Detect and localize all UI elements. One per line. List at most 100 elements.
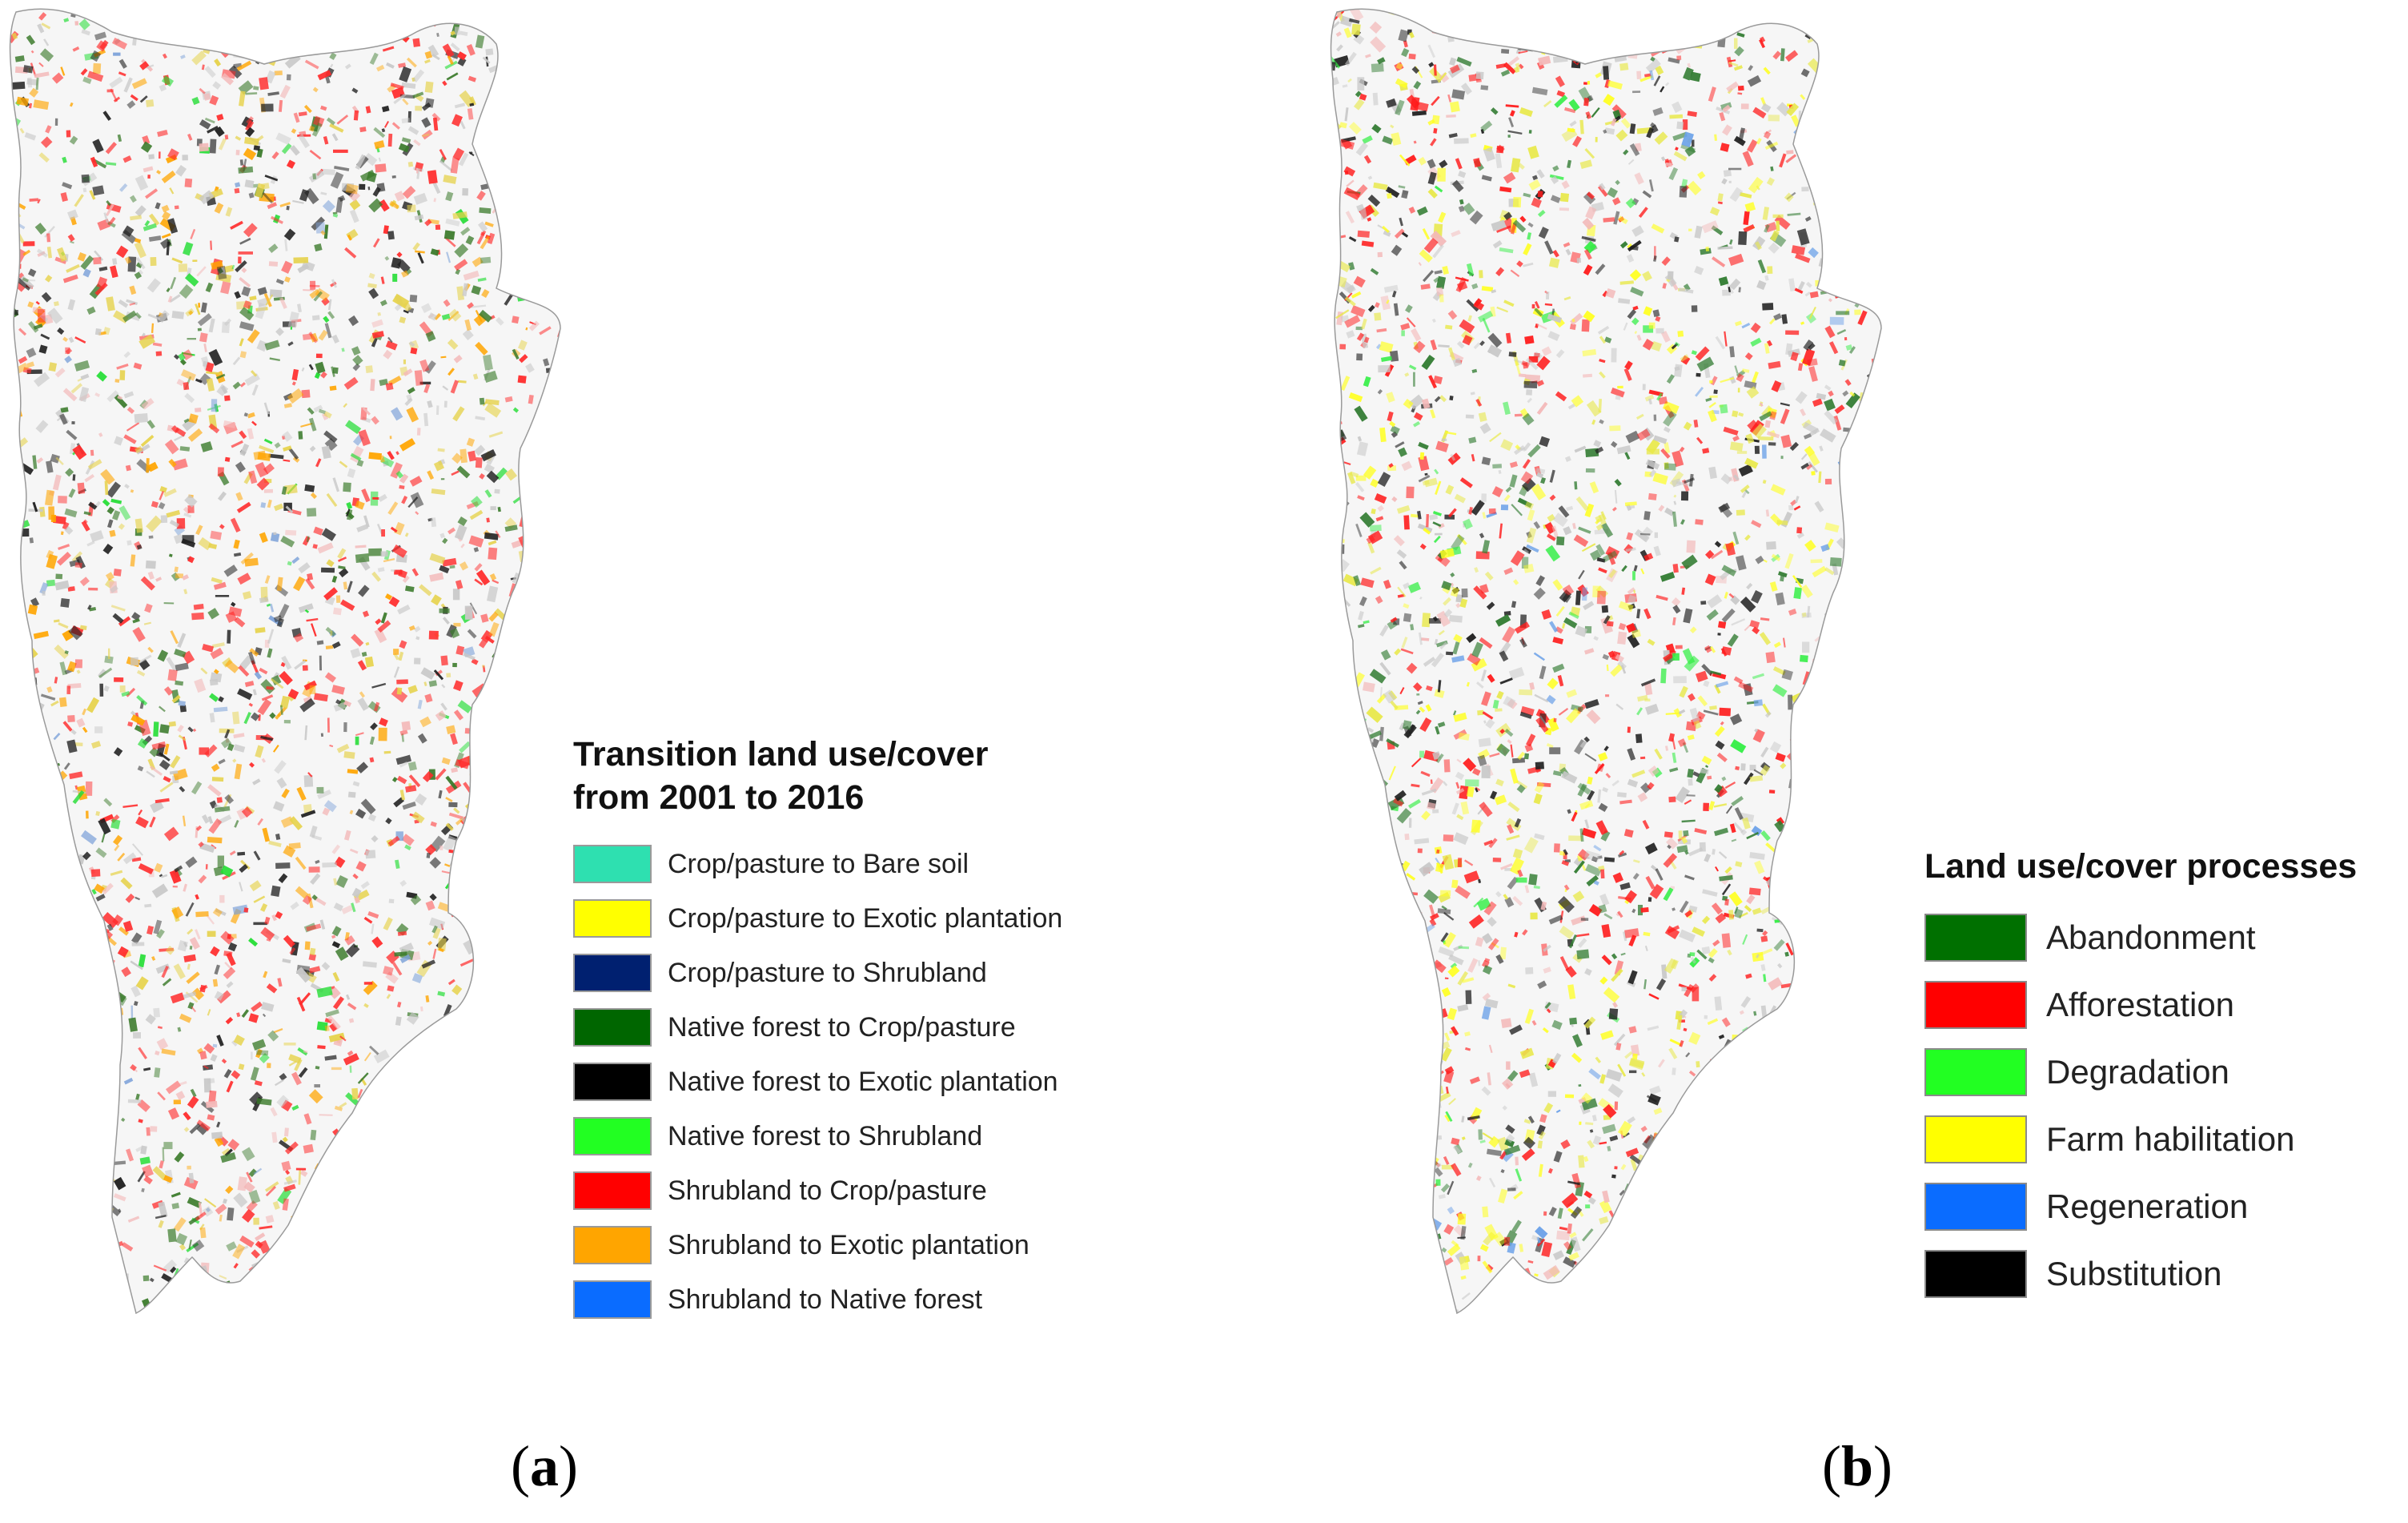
land-cover-patch — [497, 1055, 500, 1062]
land-cover-patch — [458, 1037, 468, 1047]
land-cover-patch — [95, 810, 100, 817]
land-cover-patch — [195, 303, 201, 315]
land-cover-patch — [1372, 92, 1379, 106]
land-cover-patch — [468, 75, 477, 82]
land-cover-patch — [249, 295, 257, 301]
land-cover-patch — [1624, 1297, 1633, 1306]
land-cover-patch — [508, 751, 521, 762]
land-cover-patch — [282, 435, 286, 440]
land-cover-patch — [1434, 185, 1443, 193]
land-cover-patch — [1403, 582, 1411, 589]
land-cover-patch — [1817, 1108, 1832, 1113]
land-cover-patch — [366, 171, 377, 183]
land-cover-patch — [156, 170, 162, 175]
land-cover-patch — [318, 408, 327, 415]
land-cover-patch — [1804, 781, 1808, 794]
land-cover-patch — [288, 447, 299, 460]
land-cover-patch — [1834, 718, 1846, 733]
land-cover-patch — [1538, 1131, 1546, 1140]
land-cover-patch — [1340, 872, 1349, 881]
land-cover-patch — [309, 825, 318, 838]
land-cover-patch — [172, 458, 188, 471]
land-cover-patch — [474, 578, 484, 586]
land-cover-patch — [453, 807, 460, 814]
land-cover-patch — [1408, 206, 1416, 214]
land-cover-patch — [0, 709, 5, 717]
land-cover-patch — [467, 108, 474, 120]
land-cover-patch — [241, 286, 251, 297]
land-cover-patch — [227, 629, 231, 644]
land-cover-patch — [23, 1232, 37, 1248]
land-cover-patch — [500, 187, 516, 199]
land-cover-patch — [357, 660, 367, 671]
land-cover-patch — [281, 143, 292, 155]
land-cover-patch — [1619, 241, 1628, 249]
land-cover-patch — [1595, 544, 1606, 557]
land-cover-patch — [488, 431, 504, 438]
land-cover-patch — [155, 202, 161, 210]
land-cover-patch — [19, 967, 25, 975]
land-cover-patch — [1369, 1132, 1377, 1140]
land-cover-patch — [1423, 237, 1439, 254]
land-cover-patch — [1589, 481, 1599, 494]
land-cover-patch — [1865, 480, 1877, 492]
land-cover-patch — [0, 2, 1, 14]
land-cover-patch — [1692, 139, 1695, 147]
land-cover-patch — [0, 404, 3, 413]
land-cover-patch — [188, 1172, 195, 1183]
land-cover-patch — [1336, 44, 1343, 52]
land-cover-patch — [564, 1276, 569, 1287]
land-cover-patch — [1443, 834, 1454, 842]
land-cover-patch — [1792, 1322, 1804, 1329]
land-cover-patch — [471, 1232, 479, 1243]
land-cover-patch — [26, 34, 36, 46]
land-cover-patch — [430, 821, 437, 827]
land-cover-patch — [1418, 475, 1431, 483]
land-cover-patch — [371, 10, 375, 16]
land-cover-patch — [281, 486, 287, 495]
land-cover-patch — [122, 225, 134, 237]
land-cover-patch — [10, 446, 13, 457]
land-cover-patch — [512, 315, 520, 324]
land-cover-patch — [522, 1111, 532, 1119]
land-cover-patch — [1457, 970, 1468, 986]
land-cover-patch — [1454, 493, 1467, 504]
land-cover-patch — [239, 237, 251, 245]
land-cover-patch — [431, 1041, 436, 1048]
land-cover-patch — [206, 1100, 218, 1108]
land-cover-patch — [10, 263, 17, 278]
land-cover-patch — [459, 90, 476, 107]
land-cover-patch — [380, 612, 387, 624]
land-cover-patch — [510, 693, 519, 703]
land-cover-patch — [427, 470, 435, 480]
land-cover-patch — [17, 840, 26, 850]
land-cover-patch — [401, 496, 408, 504]
land-cover-patch — [294, 659, 307, 670]
land-cover-patch — [536, 37, 540, 42]
land-cover-patch — [304, 725, 308, 741]
land-cover-patch — [248, 1013, 259, 1023]
land-cover-patch — [36, 962, 43, 970]
land-cover-patch — [1874, 878, 1882, 885]
land-cover-patch — [66, 130, 71, 138]
land-cover-patch — [36, 1236, 48, 1245]
land-cover-patch — [254, 40, 259, 47]
land-cover-patch — [200, 667, 208, 675]
land-cover-patch — [528, 838, 539, 854]
land-cover-patch — [1545, 1304, 1553, 1312]
land-cover-patch — [65, 468, 74, 477]
land-cover-patch — [85, 1079, 95, 1087]
land-cover-patch — [552, 1299, 558, 1304]
land-cover-patch — [61, 1184, 66, 1190]
land-cover-patch — [171, 1191, 181, 1198]
land-cover-patch — [508, 773, 512, 781]
land-cover-patch — [130, 554, 136, 567]
land-cover-patch — [561, 1260, 574, 1274]
land-cover-patch — [393, 1239, 400, 1248]
land-cover-patch — [87, 605, 92, 610]
land-cover-patch — [446, 725, 456, 734]
land-cover-patch — [1811, 1023, 1816, 1034]
legend-swatch — [573, 1226, 652, 1264]
land-cover-patch — [1694, 265, 1704, 275]
land-cover-patch — [274, 760, 287, 774]
